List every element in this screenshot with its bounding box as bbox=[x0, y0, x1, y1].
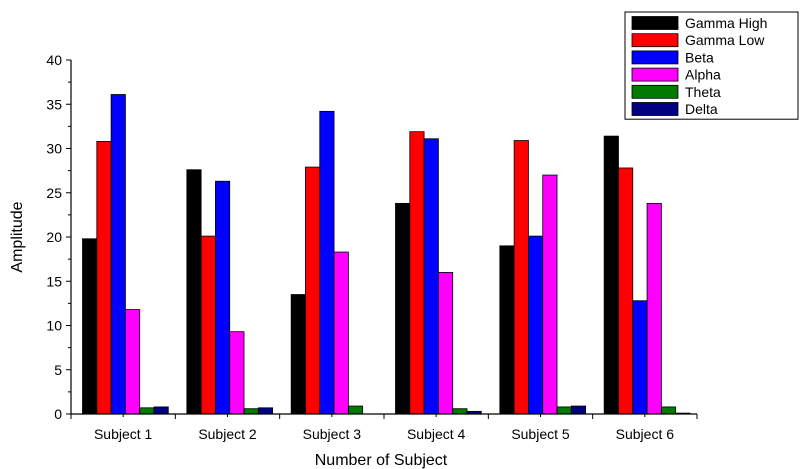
x-tick-label: Subject 3 bbox=[303, 426, 362, 442]
legend-swatch bbox=[631, 50, 679, 65]
x-tick-label: Subject 2 bbox=[198, 426, 257, 442]
legend-swatch bbox=[631, 16, 679, 30]
bar-gamma-low-4 bbox=[409, 131, 425, 415]
x-tick-label: Subject 6 bbox=[616, 426, 675, 442]
bar-theta-3 bbox=[347, 405, 364, 415]
legend-label: Theta bbox=[685, 84, 721, 100]
legend-label: Beta bbox=[685, 49, 714, 65]
bar-theta-6 bbox=[660, 406, 677, 415]
legend-swatch bbox=[631, 84, 679, 99]
x-axis-title: Number of Subject bbox=[315, 452, 448, 469]
legend-label: Delta bbox=[685, 101, 718, 117]
y-axis-title: Amplitude bbox=[9, 201, 26, 272]
bar-delta-2 bbox=[257, 407, 274, 415]
bar-alpha-1 bbox=[125, 309, 141, 415]
y-tick-label: 15 bbox=[46, 273, 62, 289]
y-tick-label: 5 bbox=[54, 362, 62, 378]
y-tick-label: 0 bbox=[54, 406, 62, 422]
bar-beta-5 bbox=[528, 235, 544, 415]
y-tick-label: 40 bbox=[46, 52, 62, 68]
axes-layer: 0 5 10 15 20 25 30 35 40 Subject 1 Subject 2 Subjec… bbox=[46, 52, 698, 442]
y-tick-label: 30 bbox=[46, 141, 62, 157]
bar-beta-3 bbox=[319, 110, 335, 415]
bar-beta-4 bbox=[423, 138, 439, 415]
bar-theta-2 bbox=[243, 408, 259, 415]
legend-swatch bbox=[631, 67, 679, 82]
bar-alpha-6 bbox=[646, 202, 662, 415]
bar-gamma-high-5 bbox=[499, 245, 515, 415]
bar-alpha-3 bbox=[333, 251, 349, 415]
y-tick-label: 20 bbox=[46, 229, 62, 245]
bar-gamma-low-1 bbox=[96, 141, 112, 415]
bar-theta-1 bbox=[139, 407, 155, 415]
legend-swatch bbox=[631, 102, 679, 116]
bar-delta-1 bbox=[153, 406, 169, 415]
x-tick-label: Subject 5 bbox=[511, 426, 570, 442]
bar-gamma-high-2 bbox=[186, 169, 202, 415]
y-tick-label: 10 bbox=[46, 318, 62, 334]
bar-delta-5 bbox=[570, 405, 587, 415]
bar-gamma-high-3 bbox=[290, 294, 306, 415]
x-tick-label: Subject 1 bbox=[94, 426, 153, 442]
legend-label: Alpha bbox=[685, 67, 721, 83]
bar-theta-5 bbox=[556, 406, 572, 415]
x-tick-label: Subject 4 bbox=[407, 426, 466, 442]
bar-beta-2 bbox=[215, 180, 231, 415]
bar-theta-4 bbox=[452, 408, 468, 415]
bar-beta-6 bbox=[632, 300, 648, 415]
bar-gamma-low-3 bbox=[305, 166, 321, 415]
bar-gamma-high-6 bbox=[603, 135, 619, 415]
bar-gamma-high-4 bbox=[395, 202, 411, 415]
bar-gamma-low-2 bbox=[200, 235, 216, 415]
legend-label: Gamma Low bbox=[685, 32, 765, 48]
legend-label: Gamma High bbox=[685, 15, 767, 31]
legend-swatch bbox=[631, 33, 679, 48]
bar-alpha-4 bbox=[437, 271, 454, 415]
y-tick-label: 25 bbox=[46, 185, 62, 201]
bar-gamma-high-1 bbox=[82, 238, 98, 415]
bar-gamma-low-6 bbox=[618, 167, 634, 415]
bar-alpha-2 bbox=[229, 331, 245, 415]
bars-layer bbox=[82, 94, 691, 415]
bar-alpha-5 bbox=[542, 174, 558, 415]
y-tick-label: 35 bbox=[46, 96, 62, 112]
bar-beta-1 bbox=[110, 94, 126, 415]
bar-gamma-low-5 bbox=[513, 140, 529, 415]
